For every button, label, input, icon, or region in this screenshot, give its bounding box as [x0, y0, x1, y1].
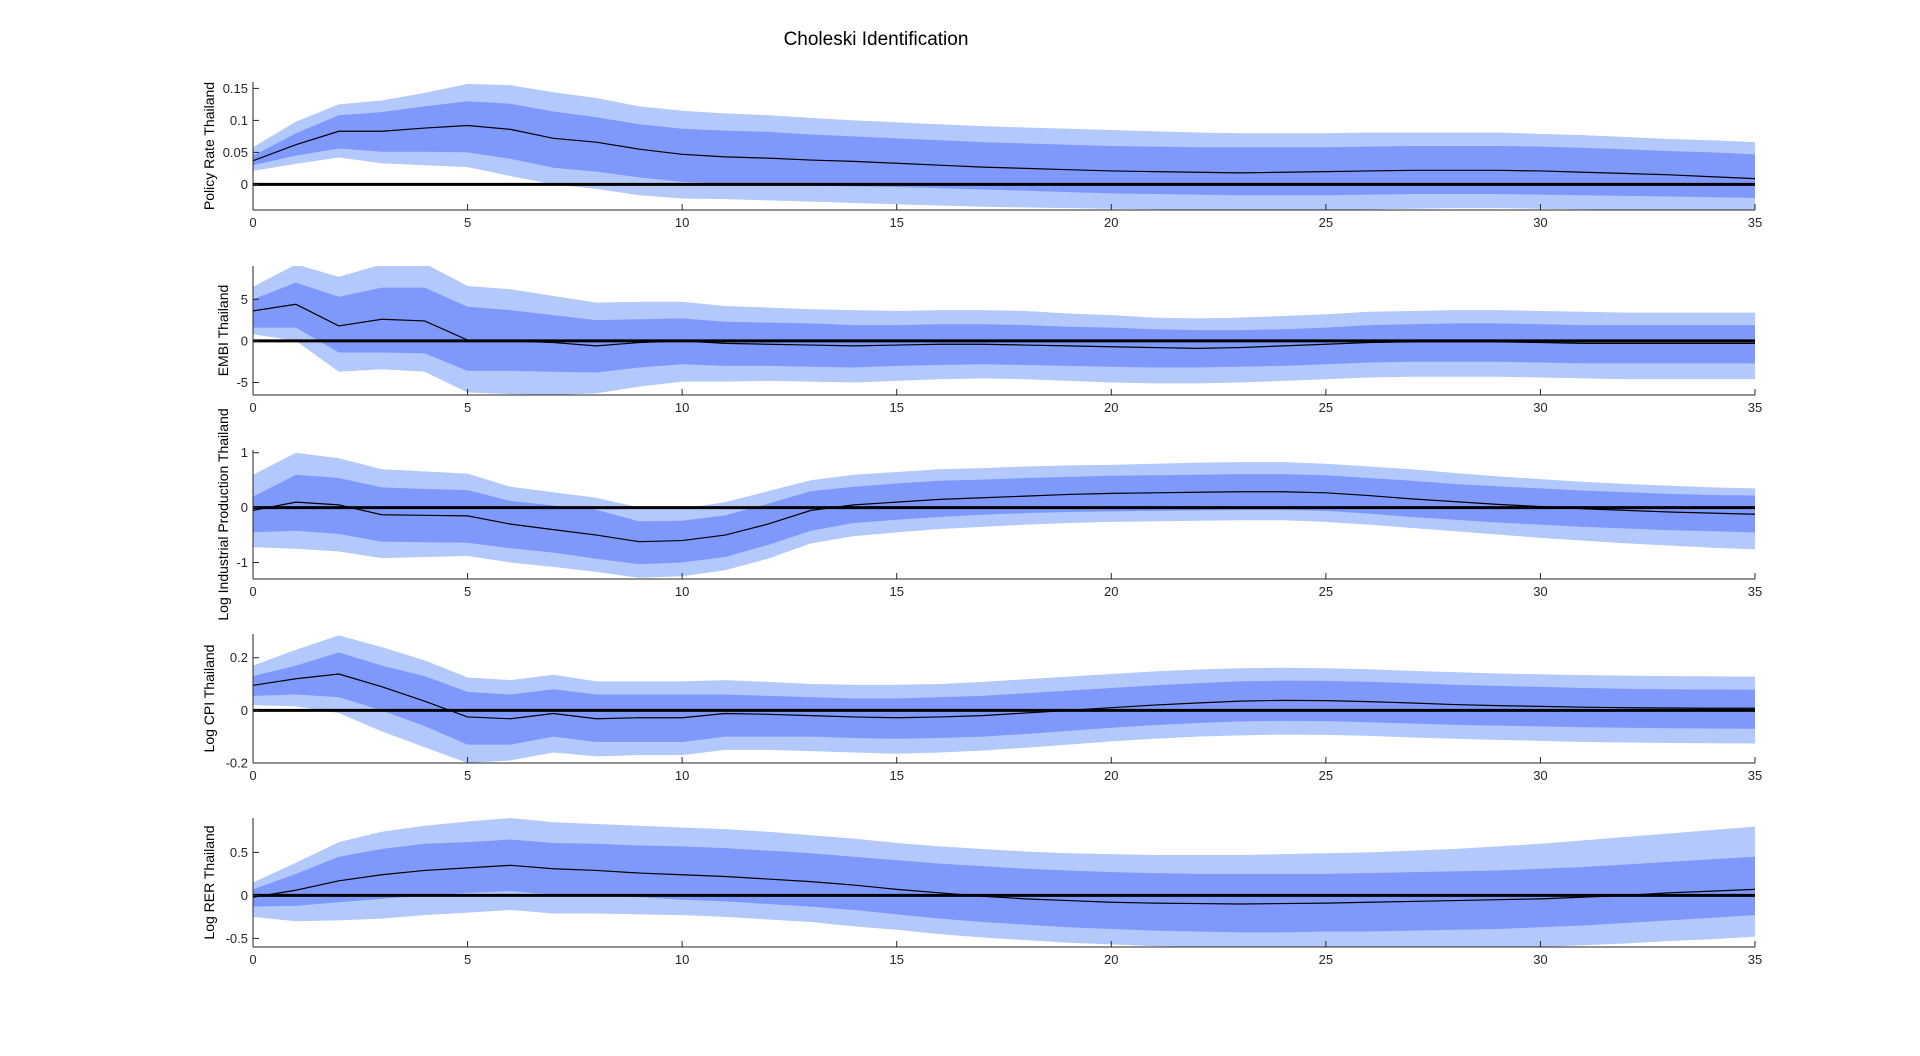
x-tick-label: 30 — [1533, 215, 1547, 230]
x-tick-label: 0 — [249, 584, 256, 599]
plot-area — [253, 83, 1755, 210]
inner-band — [253, 839, 1755, 933]
median-line — [253, 124, 1755, 180]
x-tick-label: 15 — [889, 768, 903, 783]
x-tick-label: 0 — [249, 400, 256, 415]
x-tick-label: 20 — [1104, 215, 1118, 230]
figure-title: Choleski Identification — [784, 29, 969, 50]
y-tick-label: -0.2 — [226, 756, 248, 771]
x-tick-label: 25 — [1319, 215, 1333, 230]
x-tick-label: 10 — [675, 768, 689, 783]
panel-1: 0 5 10 15 20 25 30 35 0 0.05 0.1 0.15 Policy Rate Th… — [201, 81, 1762, 230]
x-tick-label: 25 — [1319, 768, 1333, 783]
y-tick-label: 0.15 — [223, 81, 248, 96]
y-axis-label: Log Industrial Production Thailand — [215, 408, 231, 620]
x-tick-label: 5 — [464, 584, 471, 599]
y-tick-label: 0 — [241, 177, 248, 192]
x-tick-label: 5 — [464, 768, 471, 783]
x-tick-label: 35 — [1748, 400, 1762, 415]
x-tick-label: 15 — [889, 952, 903, 967]
x-tick-label: 10 — [675, 215, 689, 230]
x-tick-label: 25 — [1319, 584, 1333, 599]
x-tick-label: 30 — [1533, 584, 1547, 599]
y-tick-label: 5 — [241, 292, 248, 307]
x-tick-label: 15 — [889, 215, 903, 230]
inner-band — [253, 282, 1755, 373]
x-tick-label: 20 — [1104, 584, 1118, 599]
x-tick-label: 20 — [1104, 768, 1118, 783]
x-tick-label: 20 — [1104, 400, 1118, 415]
plot-area — [253, 818, 1755, 947]
x-tick-label: 10 — [675, 952, 689, 967]
y-tick-label: 0.5 — [230, 845, 248, 860]
y-tick-label: 0.05 — [223, 145, 248, 160]
axes: 0 5 10 15 20 25 30 35-505 — [236, 266, 1762, 415]
inner-band — [253, 101, 1755, 198]
x-tick-label: 30 — [1533, 768, 1547, 783]
inner-band — [253, 652, 1755, 745]
x-tick-label: 5 — [464, 952, 471, 967]
x-tick-label: 0 — [249, 215, 256, 230]
y-tick-label: -1 — [236, 555, 248, 570]
y-tick-label: 0.1 — [230, 113, 248, 128]
axes: 0 5 10 15 20 25 30 35 0 0.05 0.1 0.15 — [223, 81, 1763, 230]
x-tick-label: 10 — [675, 584, 689, 599]
y-axis-label: Log RER Thailand — [201, 825, 217, 939]
plot-area — [253, 452, 1755, 578]
x-tick-label: 15 — [889, 584, 903, 599]
x-tick-label: 10 — [675, 400, 689, 415]
x-tick-label: 25 — [1319, 952, 1333, 967]
y-tick-label: 0 — [241, 888, 248, 903]
x-tick-label: 30 — [1533, 952, 1547, 967]
x-tick-label: 0 — [249, 768, 256, 783]
x-tick-label: 35 — [1748, 952, 1762, 967]
x-tick-label: 0 — [249, 952, 256, 967]
median-line — [253, 864, 1755, 905]
y-axis-label: Policy Rate Thailand — [201, 82, 217, 210]
axes: 0 5 10 15 20 25 30 35-101 — [236, 445, 1762, 599]
y-axis-label: EMBI Thailand — [215, 285, 231, 377]
y-tick-label: 0 — [241, 500, 248, 515]
x-tick-label: 35 — [1748, 768, 1762, 783]
y-tick-label: 0 — [241, 703, 248, 718]
y-tick-label: 0.2 — [230, 650, 248, 665]
median-line — [253, 491, 1755, 543]
y-tick-label: 0 — [241, 333, 248, 348]
plot-area — [253, 635, 1755, 763]
x-tick-label: 20 — [1104, 952, 1118, 967]
x-tick-label: 5 — [464, 215, 471, 230]
x-tick-label: 15 — [889, 400, 903, 415]
axes: 0 5 10 15 20 25 30 35-0.200.2 — [226, 634, 1762, 783]
x-tick-label: 35 — [1748, 584, 1762, 599]
x-tick-label: 5 — [464, 400, 471, 415]
x-tick-label: 25 — [1319, 400, 1333, 415]
x-tick-label: 35 — [1748, 215, 1762, 230]
plot-area — [253, 266, 1755, 395]
y-tick-label: 1 — [241, 445, 248, 460]
y-axis-label: Log CPI Thailand — [201, 645, 217, 753]
median-line — [253, 673, 1755, 720]
x-tick-label: 30 — [1533, 400, 1547, 415]
y-tick-label: -0.5 — [226, 931, 248, 946]
axes: 0 5 10 15 20 25 30 35-0.500.5 — [226, 818, 1762, 967]
y-tick-label: -5 — [236, 375, 248, 390]
median-line — [253, 303, 1755, 349]
